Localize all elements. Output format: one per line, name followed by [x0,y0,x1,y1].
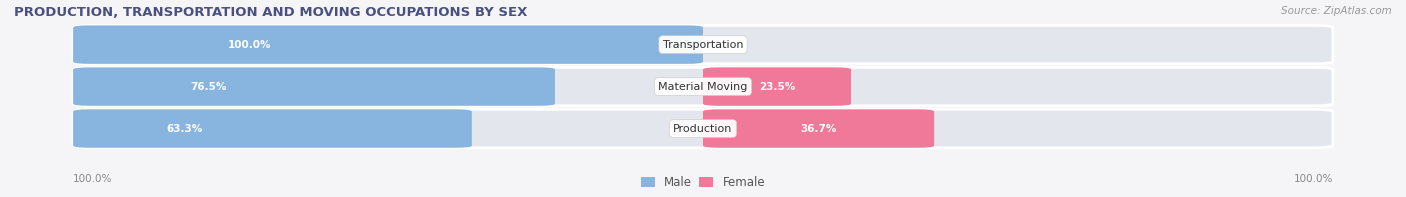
Text: Production: Production [673,124,733,134]
Text: PRODUCTION, TRANSPORTATION AND MOVING OCCUPATIONS BY SEX: PRODUCTION, TRANSPORTATION AND MOVING OC… [14,6,527,19]
Text: 100.0%: 100.0% [73,174,112,184]
FancyBboxPatch shape [73,25,703,64]
Text: Material Moving: Material Moving [658,82,748,92]
FancyBboxPatch shape [703,67,851,106]
Text: 23.5%: 23.5% [759,82,796,92]
Text: 63.3%: 63.3% [167,124,202,134]
FancyBboxPatch shape [73,67,1333,106]
Text: Transportation: Transportation [662,40,744,50]
Text: 36.7%: 36.7% [800,124,837,134]
FancyBboxPatch shape [703,109,934,148]
Text: Source: ZipAtlas.com: Source: ZipAtlas.com [1281,6,1392,16]
FancyBboxPatch shape [73,109,472,148]
Legend: Male, Female: Male, Female [641,176,765,189]
FancyBboxPatch shape [73,109,1333,148]
Text: 100.0%: 100.0% [1294,174,1333,184]
Text: 76.5%: 76.5% [190,82,226,92]
Text: 100.0%: 100.0% [228,40,271,50]
FancyBboxPatch shape [73,67,555,106]
FancyBboxPatch shape [73,25,1333,64]
